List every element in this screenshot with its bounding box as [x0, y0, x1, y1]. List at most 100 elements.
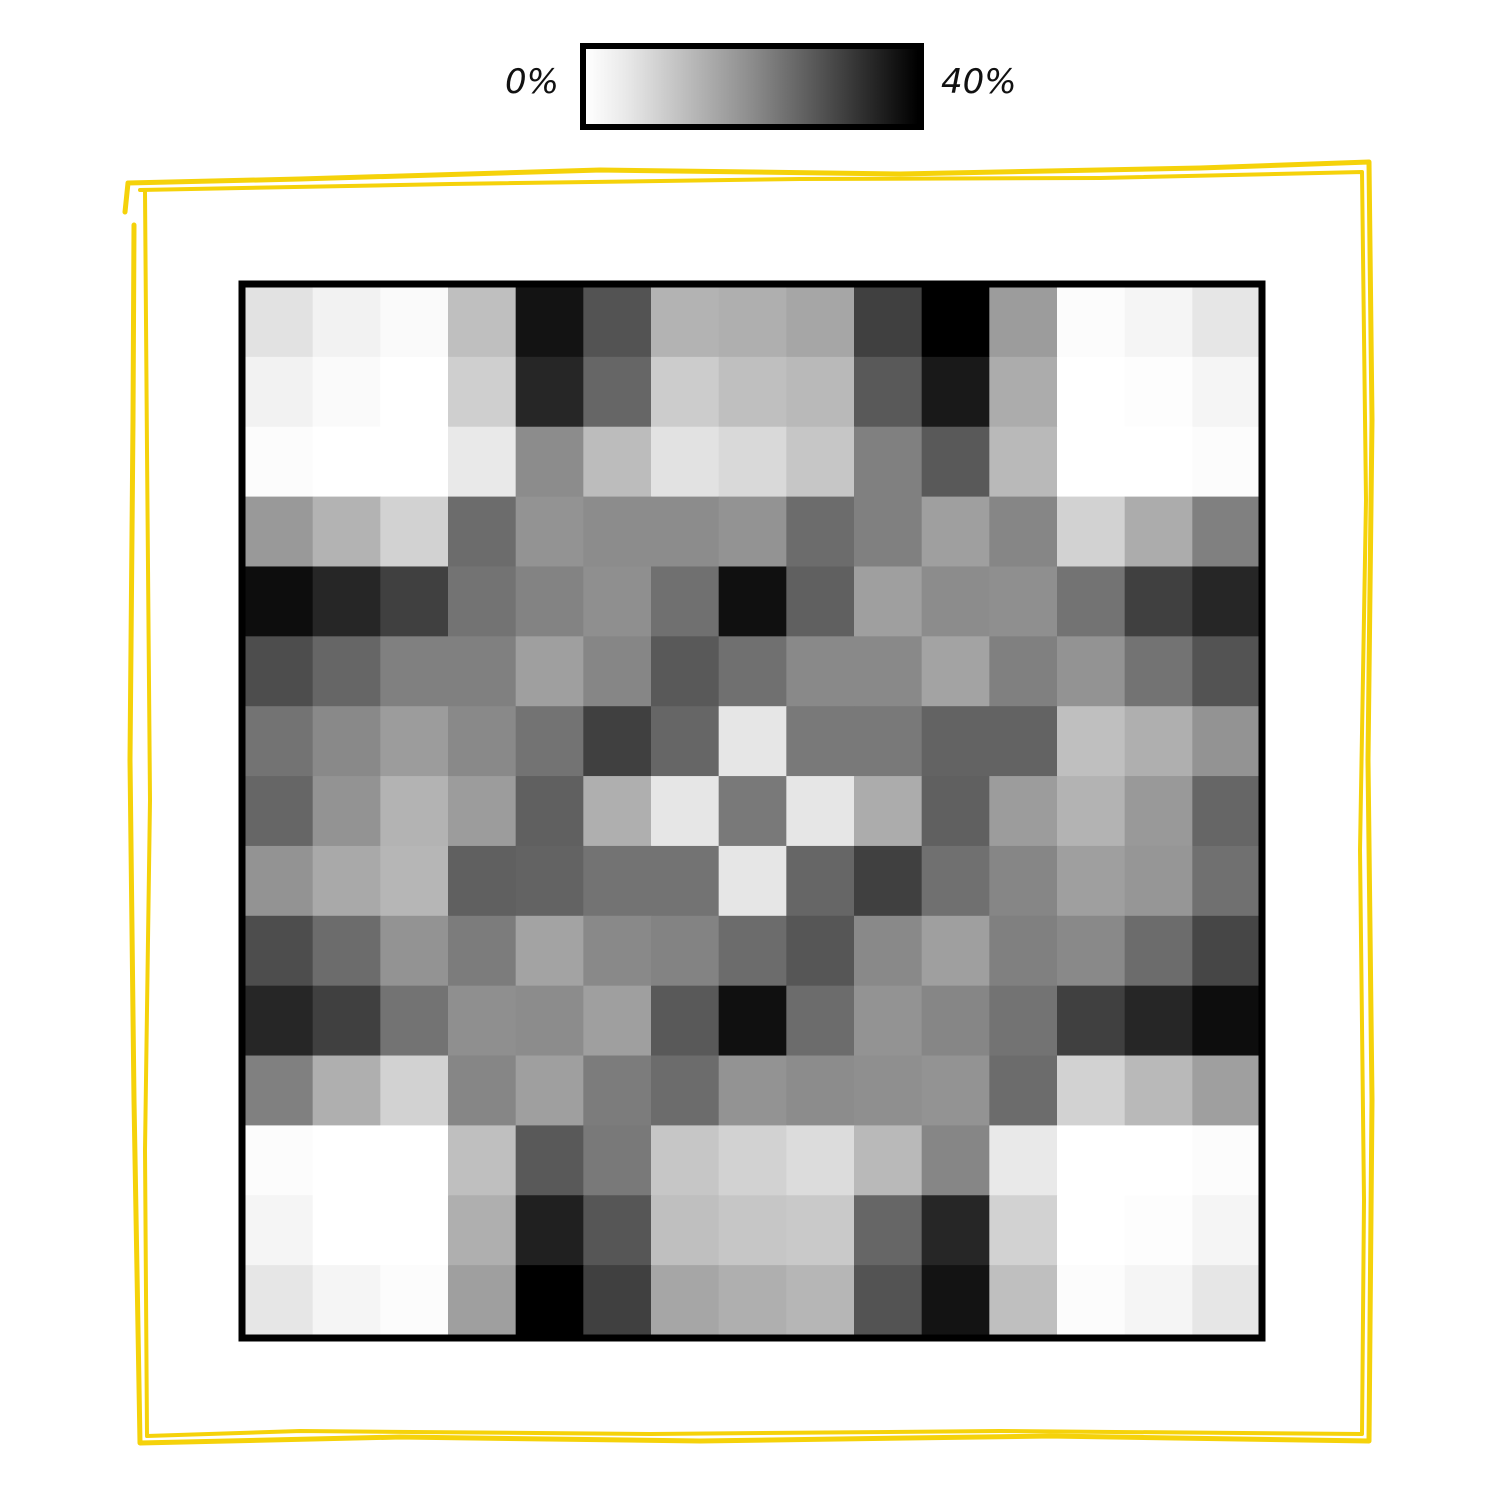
heatmap-cell-r3-c2	[380, 497, 448, 567]
heatmap-cell-r12-c6	[651, 1125, 719, 1195]
heatmap-cell-r12-c5	[583, 1125, 651, 1195]
heatmap-cell-r1-c3	[448, 357, 516, 427]
heatmap-cell-r12-c11	[989, 1125, 1057, 1195]
heatmap-cell-r13-c8	[786, 1195, 854, 1265]
heatmap-cell-r10-c8	[786, 986, 854, 1056]
heatmap-cell-r6-c0	[245, 706, 313, 776]
heatmap-cell-r10-c12	[1057, 986, 1125, 1056]
heatmap-cell-r4-c13	[1125, 566, 1193, 636]
heatmap-cell-r3-c7	[719, 497, 787, 567]
heatmap-cell-r4-c4	[516, 566, 584, 636]
heatmap-cell-r5-c12	[1057, 636, 1125, 706]
heatmap-cell-r1-c13	[1125, 357, 1193, 427]
heatmap-cell-r9-c9	[854, 916, 922, 986]
heatmap-cell-r7-c5	[583, 776, 651, 846]
heatmap-cell-r14-c10	[922, 1265, 990, 1335]
heatmap-cell-r1-c11	[989, 357, 1057, 427]
heatmap-cell-r3-c14	[1192, 497, 1260, 567]
heatmap-cell-r8-c10	[922, 846, 990, 916]
heatmap-cell-r3-c13	[1125, 497, 1193, 567]
heatmap-cell-r0-c7	[719, 287, 787, 357]
heatmap-cell-r6-c4	[516, 706, 584, 776]
heatmap-cell-r10-c6	[651, 986, 719, 1056]
heatmap-cell-r9-c4	[516, 916, 584, 986]
heatmap-cell-r6-c8	[786, 706, 854, 776]
heatmap-cell-r7-c14	[1192, 776, 1260, 846]
heatmap-cell-r8-c4	[516, 846, 584, 916]
heatmap-cell-r11-c14	[1192, 1056, 1260, 1126]
heatmap-cell-r0-c0	[245, 287, 313, 357]
heatmap-cell-r2-c10	[922, 427, 990, 497]
heatmap-cell-r10-c5	[583, 986, 651, 1056]
heatmap-cell-r0-c4	[516, 287, 584, 357]
heatmap-cell-r8-c7	[719, 846, 787, 916]
heatmap-cell-r2-c11	[989, 427, 1057, 497]
heatmap-cell-r2-c6	[651, 427, 719, 497]
heatmap-cell-r6-c6	[651, 706, 719, 776]
heatmap-cell-r10-c9	[854, 986, 922, 1056]
heatmap-cell-r9-c1	[313, 916, 381, 986]
heatmap-cell-r0-c13	[1125, 287, 1193, 357]
heatmap-cell-r6-c11	[989, 706, 1057, 776]
heatmap-cell-r9-c5	[583, 916, 651, 986]
heatmap-cell-r13-c1	[313, 1195, 381, 1265]
heatmap-cell-r10-c11	[989, 986, 1057, 1056]
heatmap-cell-r13-c10	[922, 1195, 990, 1265]
heatmap-cell-r12-c3	[448, 1125, 516, 1195]
heatmap-cell-r3-c0	[245, 497, 313, 567]
heatmap-cell-r2-c4	[516, 427, 584, 497]
heatmap-cell-r11-c3	[448, 1056, 516, 1126]
heatmap-cell-r2-c8	[786, 427, 854, 497]
heatmap-cell-r2-c14	[1192, 427, 1260, 497]
heatmap-cell-r1-c0	[245, 357, 313, 427]
heatmap-cell-r9-c0	[245, 916, 313, 986]
heatmap-cell-r0-c3	[448, 287, 516, 357]
heatmap-cell-r2-c7	[719, 427, 787, 497]
heatmap-cell-r8-c11	[989, 846, 1057, 916]
heatmap-cell-r3-c8	[786, 497, 854, 567]
heatmap-cell-r11-c7	[719, 1056, 787, 1126]
heatmap-cell-r8-c0	[245, 846, 313, 916]
heatmap-cell-r6-c9	[854, 706, 922, 776]
heatmap-cell-r4-c12	[1057, 566, 1125, 636]
heatmap-cell-r7-c13	[1125, 776, 1193, 846]
heatmap-cell-r4-c10	[922, 566, 990, 636]
heatmap-cell-r12-c14	[1192, 1125, 1260, 1195]
heatmap-cell-r8-c9	[854, 846, 922, 916]
heatmap-cell-r6-c7	[719, 706, 787, 776]
heatmap-cell-r2-c12	[1057, 427, 1125, 497]
heatmap-cell-r9-c12	[1057, 916, 1125, 986]
heatmap-cell-r3-c9	[854, 497, 922, 567]
heatmap-cell-r7-c3	[448, 776, 516, 846]
heatmap-cell-r9-c3	[448, 916, 516, 986]
heatmap-cell-r0-c9	[854, 287, 922, 357]
heatmap-cell-r10-c2	[380, 986, 448, 1056]
heatmap-cell-r7-c10	[922, 776, 990, 846]
heatmap-cell-r12-c1	[313, 1125, 381, 1195]
heatmap-cell-r7-c11	[989, 776, 1057, 846]
heatmap-cell-r6-c5	[583, 706, 651, 776]
heatmap-cell-r1-c9	[854, 357, 922, 427]
heatmap-cell-r5-c3	[448, 636, 516, 706]
heatmap-cell-r13-c0	[245, 1195, 313, 1265]
heatmap-cell-r10-c3	[448, 986, 516, 1056]
heatmap-cell-r1-c5	[583, 357, 651, 427]
heatmap-cell-r7-c1	[313, 776, 381, 846]
heatmap-cell-r14-c8	[786, 1265, 854, 1335]
heatmap-cell-r13-c6	[651, 1195, 719, 1265]
heatmap-cell-r9-c14	[1192, 916, 1260, 986]
heatmap-cell-r13-c9	[854, 1195, 922, 1265]
heatmap-cell-r4-c2	[380, 566, 448, 636]
heatmap-cell-r4-c8	[786, 566, 854, 636]
heatmap-cell-r8-c14	[1192, 846, 1260, 916]
heatmap-cell-r1-c12	[1057, 357, 1125, 427]
heatmap-cell-r7-c4	[516, 776, 584, 846]
heatmap-cell-r0-c6	[651, 287, 719, 357]
heatmap-cell-r0-c10	[922, 287, 990, 357]
heatmap-cell-r9-c7	[719, 916, 787, 986]
heatmap-cell-r11-c13	[1125, 1056, 1193, 1126]
heatmap-cell-r13-c11	[989, 1195, 1057, 1265]
heatmap-cell-r5-c2	[380, 636, 448, 706]
heatmap-cell-r10-c13	[1125, 986, 1193, 1056]
